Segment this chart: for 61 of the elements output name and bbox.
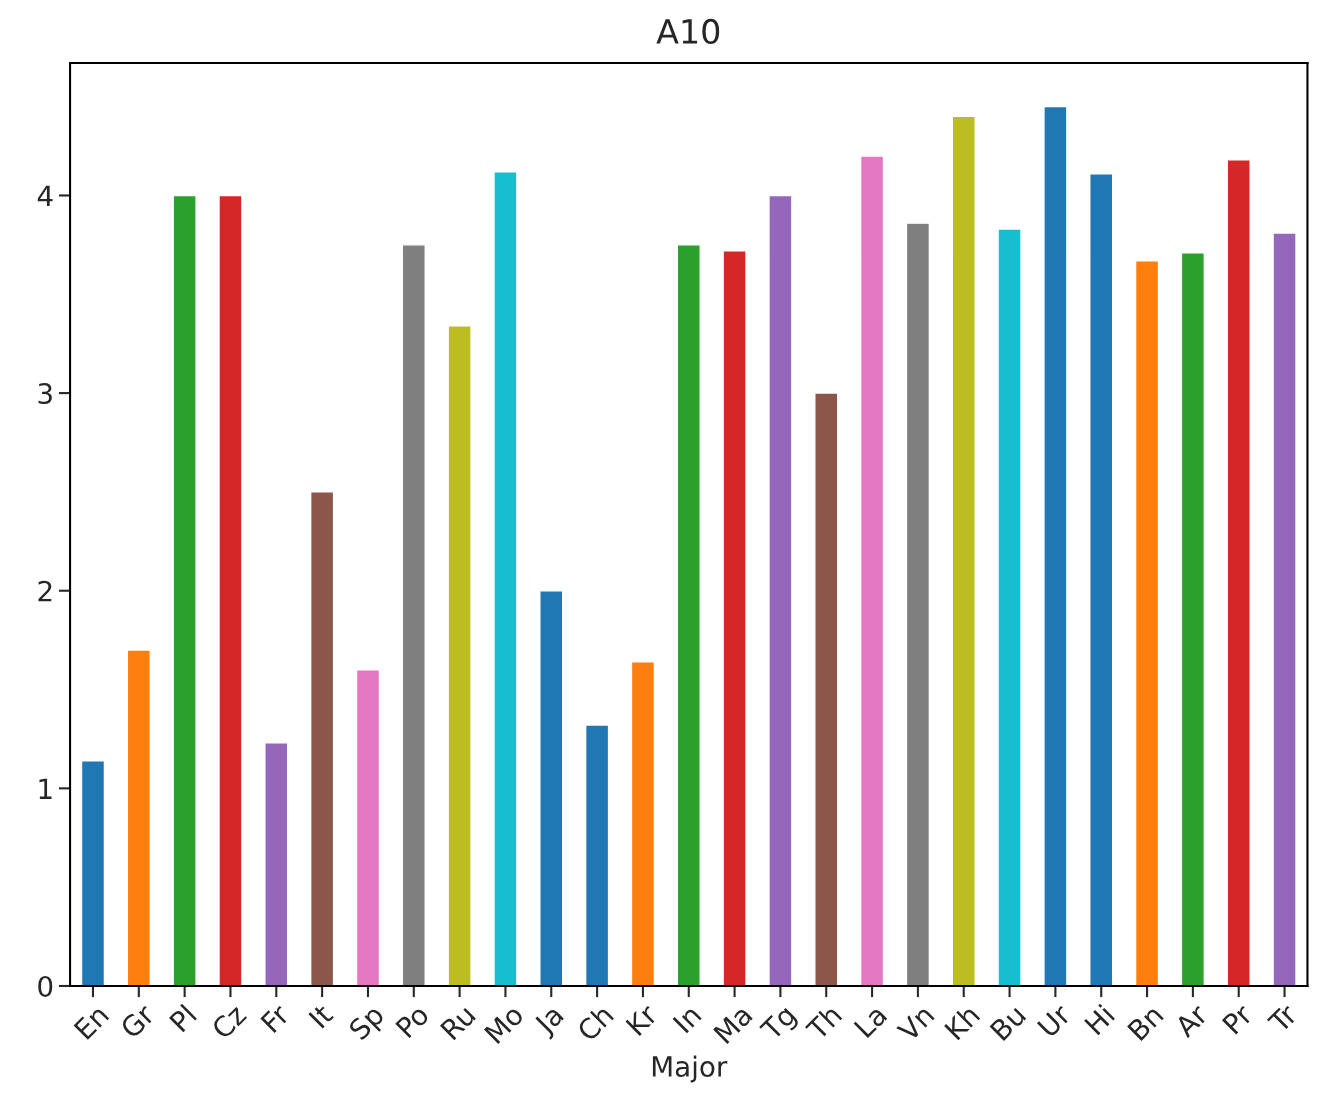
bar xyxy=(859,155,885,986)
x-tick-label: Ru xyxy=(440,1004,477,1041)
x-tick-label: Vn xyxy=(896,1004,935,1043)
x-tick-label: In xyxy=(672,1004,702,1034)
x-tick-label: Mo xyxy=(483,1003,525,1045)
x-tick-label: Bn xyxy=(1127,1004,1164,1041)
bar xyxy=(539,590,564,986)
bar xyxy=(951,115,976,986)
x-tick-label: Ja xyxy=(532,1004,568,1040)
bar xyxy=(126,649,151,986)
bar xyxy=(722,250,747,986)
y-tick-label: 2 xyxy=(38,580,52,602)
bar xyxy=(1043,105,1068,986)
bar xyxy=(401,244,426,986)
bar xyxy=(1272,232,1297,986)
bar xyxy=(1134,259,1160,986)
x-tick-label: Ar xyxy=(1173,1002,1210,1039)
bar xyxy=(997,228,1022,986)
x-tick-label: Tr xyxy=(1267,1002,1299,1035)
x-tick-label: Kh xyxy=(943,1003,981,1041)
x-tick-label: Bu xyxy=(989,1004,1027,1042)
x-tick-label: Sp xyxy=(347,1003,389,1045)
chart-title: A10 xyxy=(656,18,720,45)
y-tick-label: 0 xyxy=(38,975,53,997)
x-tick-label: Po xyxy=(395,1003,430,1039)
x-tick-label: Cz xyxy=(210,1003,248,1041)
y-tick-label: 1 xyxy=(39,778,52,799)
x-axis-title: Major xyxy=(652,1055,728,1083)
bar xyxy=(630,661,656,986)
bar xyxy=(1089,173,1114,986)
bar xyxy=(1226,159,1251,986)
bar xyxy=(447,325,472,986)
x-tick-label: Th xyxy=(804,1003,843,1042)
x-tick-label: Tg xyxy=(759,1004,801,1046)
x-tick-label: Pl xyxy=(168,1003,197,1033)
x-tick-label: Ur xyxy=(1036,1002,1073,1038)
bar xyxy=(309,491,335,986)
bar xyxy=(814,392,839,986)
x-tick-label: Kr xyxy=(625,1002,659,1036)
y-tick-label: 3 xyxy=(38,383,52,405)
x-tick-label: En xyxy=(73,1004,110,1040)
y-tick-label: 4 xyxy=(37,185,53,207)
bar xyxy=(676,244,701,986)
bar xyxy=(1180,252,1206,986)
bar xyxy=(80,759,106,986)
x-tick-label: Hi xyxy=(1083,1003,1115,1036)
x-tick-label: Ch xyxy=(575,1003,615,1043)
x-tick-label: Fr xyxy=(260,1002,291,1033)
bar xyxy=(264,742,289,986)
bar xyxy=(355,669,381,986)
bar xyxy=(905,222,931,986)
x-tick-label: Pr xyxy=(1221,1002,1254,1035)
x-tick-label: La xyxy=(853,1004,888,1039)
bar xyxy=(218,194,243,986)
bar xyxy=(493,171,518,986)
x-tick-label: Gr xyxy=(119,1002,157,1040)
bar xyxy=(768,194,793,986)
bar xyxy=(172,194,197,986)
bar xyxy=(584,724,610,986)
x-tick-label: It xyxy=(308,1003,334,1029)
x-tick-label: Ma xyxy=(713,1004,753,1045)
